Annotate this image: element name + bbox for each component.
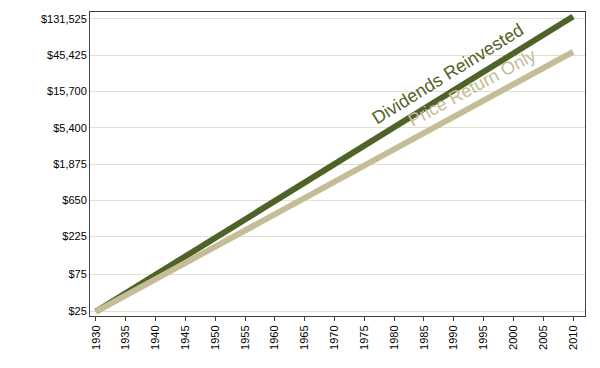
svg-text:Price Return Only: Price Return Only xyxy=(405,45,539,131)
svg-text:$25: $25 xyxy=(68,305,86,317)
svg-text:1940: 1940 xyxy=(149,325,161,349)
svg-text:Dividends Reinvested: Dividends Reinvested xyxy=(369,20,528,129)
svg-text:1930: 1930 xyxy=(90,325,102,349)
svg-text:$225: $225 xyxy=(62,230,86,242)
svg-text:$131,525: $131,525 xyxy=(41,13,87,25)
svg-text:2005: 2005 xyxy=(537,325,549,349)
svg-text:1995: 1995 xyxy=(477,325,489,349)
svg-text:1990: 1990 xyxy=(447,325,459,349)
svg-text:1965: 1965 xyxy=(298,325,310,349)
svg-text:1935: 1935 xyxy=(119,325,131,349)
svg-text:1975: 1975 xyxy=(358,325,370,349)
svg-text:1960: 1960 xyxy=(268,325,280,349)
svg-text:$650: $650 xyxy=(62,194,86,206)
svg-text:$15,700: $15,700 xyxy=(47,85,87,97)
svg-text:2010: 2010 xyxy=(567,325,579,349)
svg-text:2000: 2000 xyxy=(507,325,519,349)
svg-text:1970: 1970 xyxy=(328,325,340,349)
svg-text:$45,425: $45,425 xyxy=(47,49,87,61)
svg-text:$1,875: $1,875 xyxy=(53,158,87,170)
svg-text:1985: 1985 xyxy=(418,325,430,349)
svg-text:$5,400: $5,400 xyxy=(53,122,87,134)
svg-text:1980: 1980 xyxy=(388,325,400,349)
svg-text:1950: 1950 xyxy=(209,325,221,349)
svg-text:$75: $75 xyxy=(68,268,86,280)
svg-text:1955: 1955 xyxy=(239,325,251,349)
svg-text:1945: 1945 xyxy=(179,325,191,349)
